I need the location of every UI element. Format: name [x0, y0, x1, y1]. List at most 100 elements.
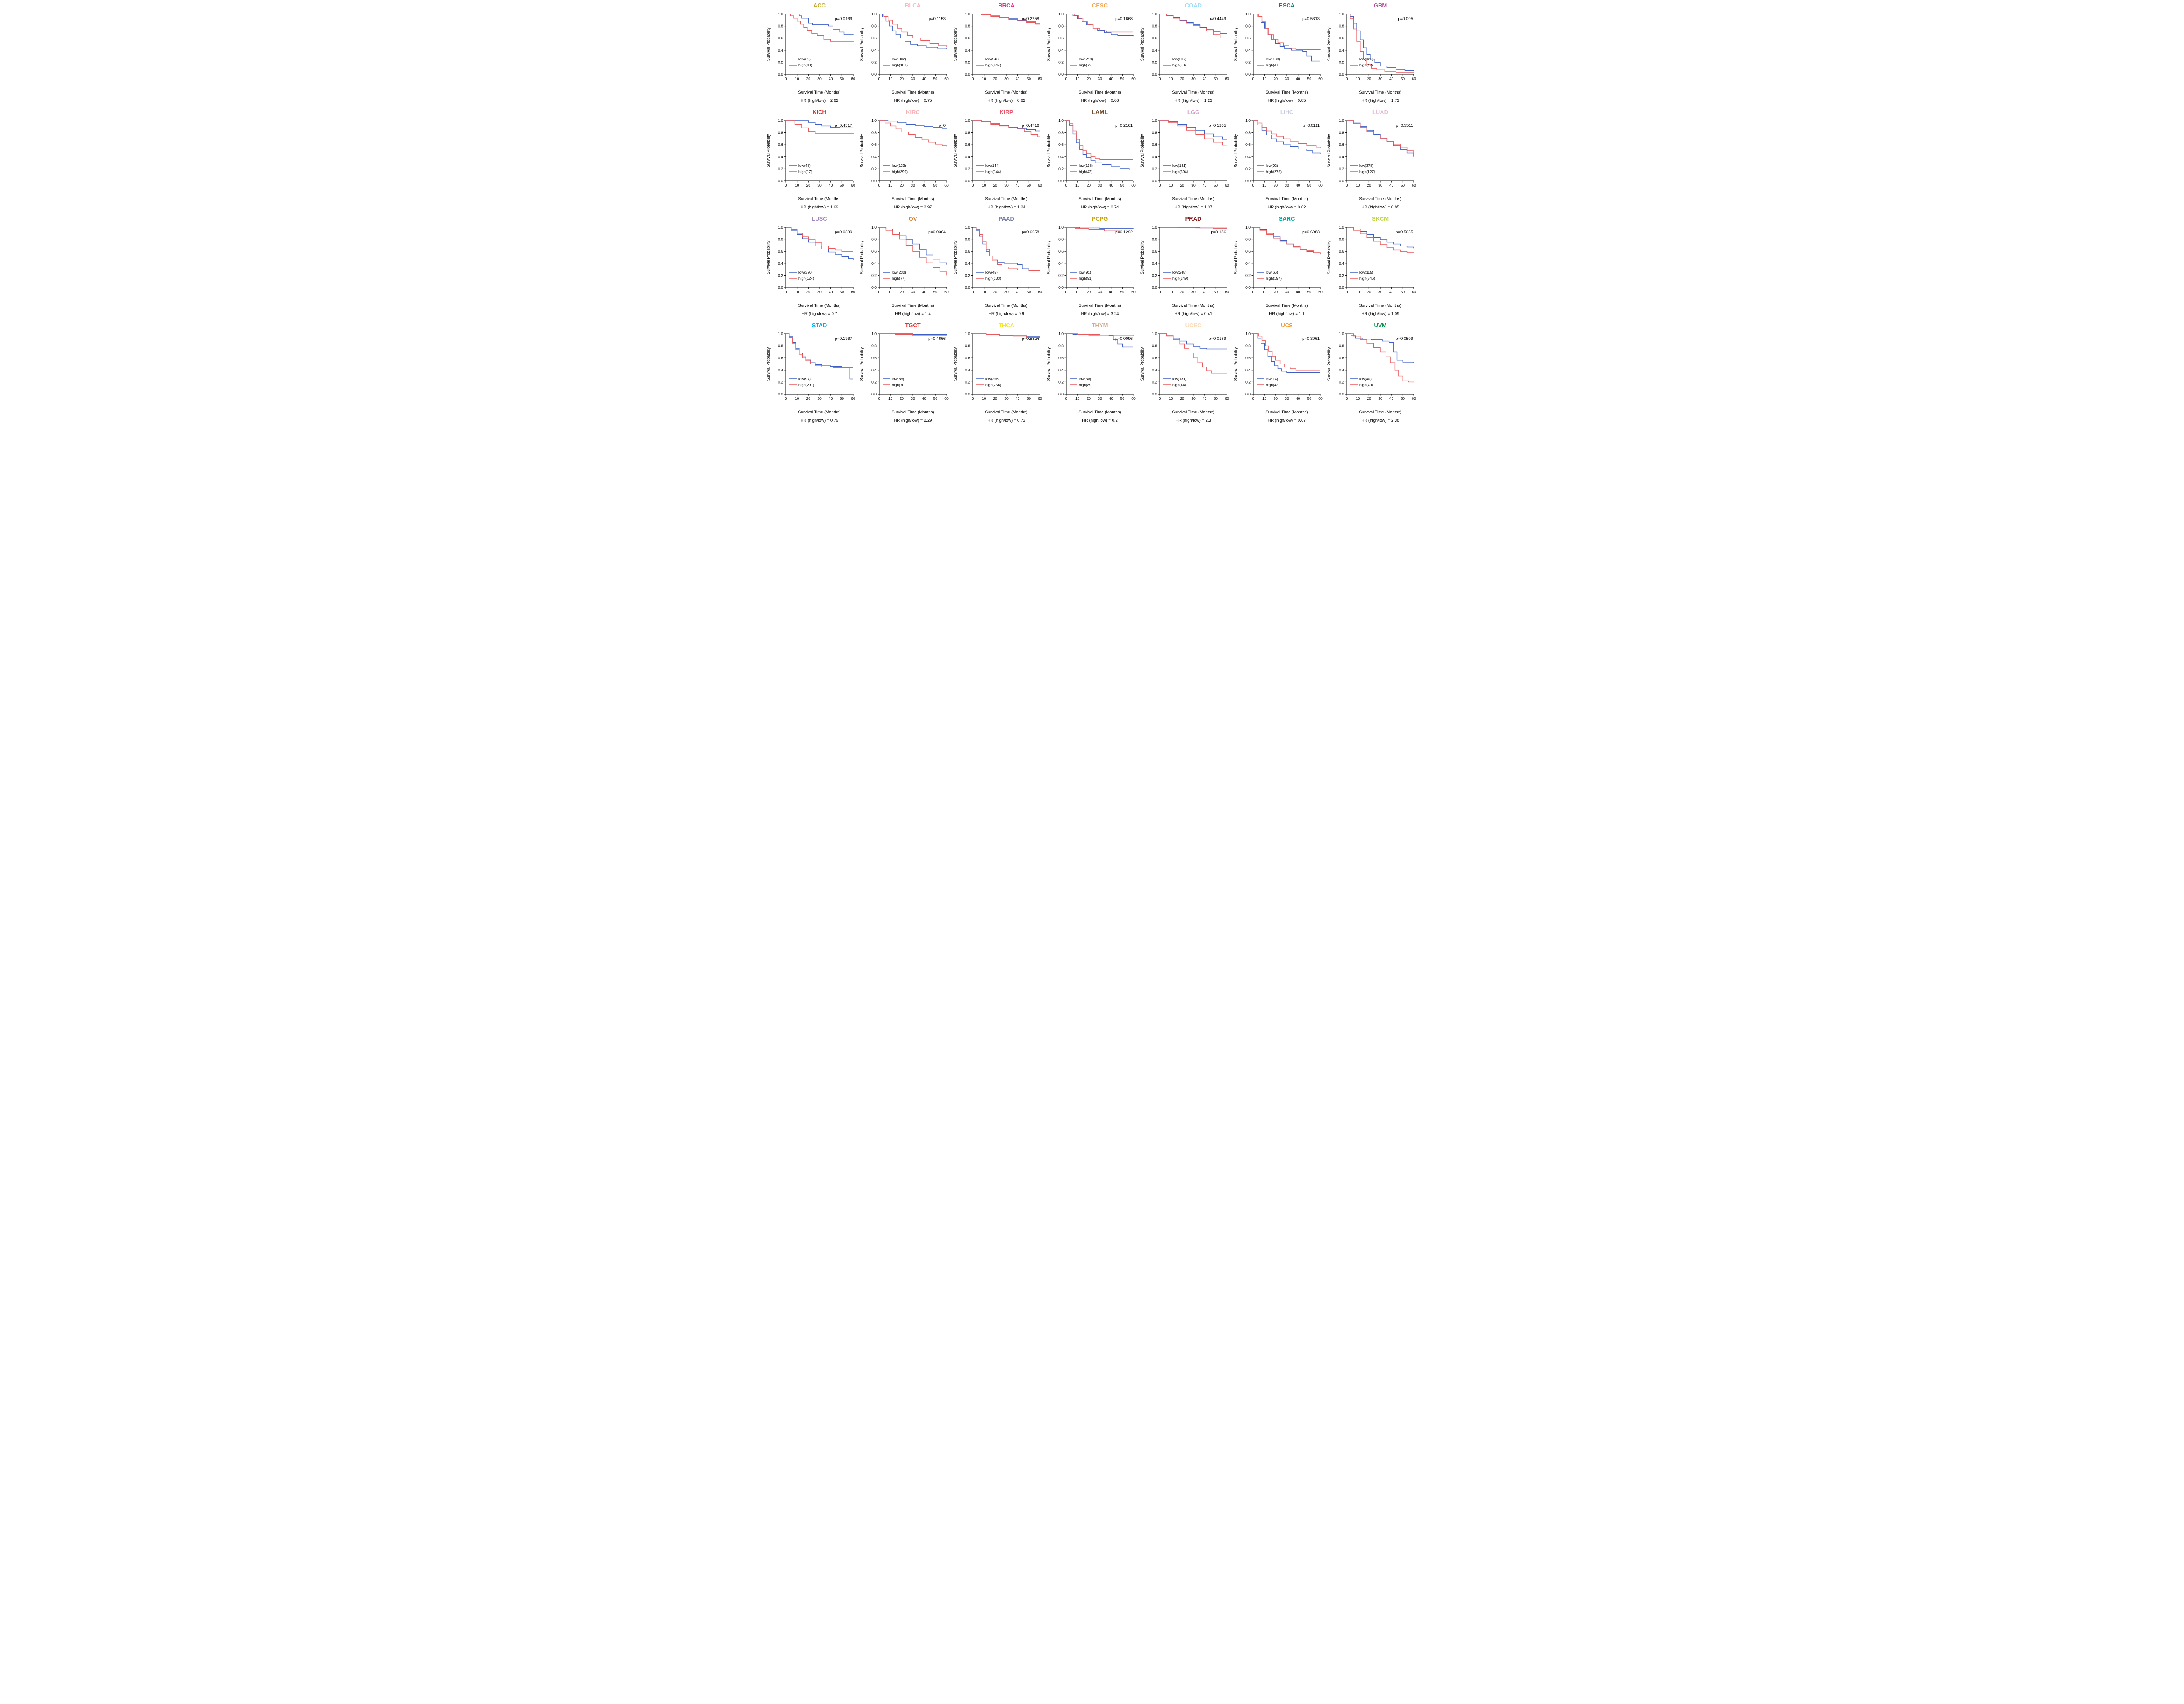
x-tick-label: 60: [1225, 76, 1229, 81]
survival-panel: LUAD Survival Probability 0 10 20 30 40 50 60 0.0…: [1327, 109, 1416, 210]
x-tick-label: 10: [1075, 290, 1080, 294]
x-tick-label: 50: [840, 76, 844, 81]
x-tick-label: 10: [1356, 290, 1360, 294]
x-tick-label: 20: [1367, 183, 1372, 187]
survival-curve-low: [879, 14, 947, 49]
survival-panel: TGCT Survival Probability 0 10 20 30 40 50 60 0.0…: [860, 322, 949, 423]
x-axis-label: Survival Time (Months): [1359, 90, 1401, 95]
y-tick-label: 1.0: [871, 225, 877, 229]
y-tick-label: 0.2: [1058, 273, 1064, 277]
y-tick-label: 0.8: [1058, 24, 1064, 28]
panel-title: OV: [909, 215, 917, 222]
y-axis-label: Survival Probability: [953, 347, 957, 381]
legend-label-high: high(346): [1359, 276, 1375, 281]
x-tick-label: 40: [1109, 76, 1113, 81]
hazard-ratio-label: HR (high/low) = 1.24: [988, 205, 1026, 210]
x-axis-label: Survival Time (Months): [1172, 410, 1214, 415]
y-tick-label: 0.2: [1245, 166, 1251, 171]
x-tick-label: 40: [922, 396, 926, 401]
x-tick-label: 0: [972, 183, 974, 187]
y-tick-label: 0.2: [871, 273, 877, 277]
y-tick-label: 0.6: [778, 356, 783, 360]
x-tick-label: 0: [1346, 76, 1348, 81]
legend-label-high: high(73): [1079, 63, 1092, 67]
p-value-label: p=0.1153: [929, 17, 946, 21]
y-tick-label: 0.0: [871, 285, 877, 290]
y-axis-label: Survival Probability: [953, 240, 957, 274]
survival-curve-high: [1160, 14, 1227, 40]
y-tick-label: 0.4: [1058, 155, 1064, 159]
survival-panel: STAD Survival Probability 0 10 20 30 40 50 60 0.0…: [766, 322, 855, 423]
y-tick-label: 0.2: [871, 60, 877, 64]
hazard-ratio-label: HR (high/low) = 0.75: [894, 98, 932, 103]
x-tick-label: 0: [878, 183, 881, 187]
p-value-label: p=0.4517: [835, 123, 852, 128]
y-tick-label: 0.2: [778, 60, 783, 64]
x-axis-label: Survival Time (Months): [985, 303, 1027, 308]
p-value-label: p=0.0096: [1115, 336, 1133, 341]
y-tick-label: 0.2: [778, 273, 783, 277]
y-tick-label: 0.6: [1058, 249, 1064, 253]
x-tick-label: 50: [1214, 396, 1218, 401]
y-axis-label: Survival Probability: [766, 240, 771, 274]
y-tick-label: 0.2: [1152, 166, 1157, 171]
survival-curve-high: [1347, 227, 1414, 253]
y-tick-label: 0.6: [965, 142, 970, 147]
p-value-label: p=0.4716: [1022, 123, 1039, 128]
x-tick-label: 20: [1087, 76, 1091, 81]
legend-label-high: high(399): [892, 170, 908, 174]
y-tick-label: 1.0: [778, 332, 783, 336]
x-tick-label: 50: [1214, 183, 1218, 187]
x-tick-label: 40: [1389, 183, 1394, 187]
legend-label-high: high(249): [1172, 276, 1188, 281]
survival-curve-low: [786, 14, 854, 35]
y-axis-label: Survival Probability: [1234, 347, 1238, 381]
p-value-label: p=0.186: [1211, 230, 1226, 235]
y-tick-label: 0.4: [1339, 155, 1344, 159]
legend-label-low: low(207): [1172, 57, 1187, 61]
y-tick-label: 0.4: [965, 261, 970, 266]
survival-panel: OV Survival Probability 0 10 20 30 40 50 60 0.0 0.…: [860, 215, 949, 316]
y-tick-label: 0.8: [871, 24, 877, 28]
x-axis-label: Survival Time (Months): [985, 410, 1027, 415]
x-tick-label: 50: [933, 76, 938, 81]
survival-panel: CESC Survival Probability 0 10 20 30 40 50 60 0.0…: [1047, 2, 1136, 103]
y-axis-label: Survival Probability: [1327, 240, 1331, 274]
y-tick-label: 0.0: [1339, 392, 1344, 396]
hazard-ratio-label: HR (high/low) = 0.67: [1268, 418, 1306, 423]
x-tick-label: 60: [944, 76, 949, 81]
x-tick-label: 40: [1203, 290, 1207, 294]
y-tick-label: 1.0: [871, 12, 877, 16]
x-tick-label: 50: [1401, 290, 1405, 294]
legend-label-low: low(45): [985, 270, 998, 274]
legend-label-high: high(40): [1359, 383, 1373, 387]
y-tick-label: 0.6: [1152, 249, 1157, 253]
panel-title: THCA: [999, 322, 1015, 329]
y-tick-label: 0.4: [871, 155, 877, 159]
survival-panel: UVM Survival Probability 0 10 20 30 40 50 60 0.0 0…: [1327, 322, 1416, 423]
y-tick-label: 0.4: [1058, 261, 1064, 266]
y-tick-label: 0.8: [965, 131, 970, 135]
y-tick-label: 0.6: [965, 36, 970, 40]
x-tick-label: 60: [944, 183, 949, 187]
x-tick-label: 20: [1180, 76, 1185, 81]
legend-label-low: low(40): [1359, 377, 1372, 381]
x-tick-label: 0: [1065, 183, 1068, 187]
panel-title: KIRP: [999, 109, 1013, 115]
x-tick-label: 30: [1285, 290, 1289, 294]
y-tick-label: 0.2: [965, 60, 970, 64]
p-value-label: p=0.4666: [928, 336, 946, 341]
x-tick-label: 30: [817, 183, 822, 187]
y-axis-label: Survival Probability: [1140, 240, 1144, 274]
p-value-label: p=0.5655: [1396, 230, 1413, 235]
y-tick-label: 0.6: [1339, 249, 1344, 253]
y-tick-label: 0.0: [778, 179, 783, 183]
legend-label-high: high(124): [798, 276, 814, 281]
legend-label-high: high(394): [1172, 170, 1188, 174]
p-value-label: p=0.1265: [1209, 123, 1226, 128]
survival-panel: ACC Survival Probability 0 10 20 30 40 50 60 0.0 0…: [766, 2, 855, 103]
y-tick-label: 0.6: [871, 36, 877, 40]
survival-panel: PCPG Survival Probability 0 10 20 30 40 50 60 0.0…: [1047, 215, 1136, 316]
y-tick-label: 1.0: [1245, 332, 1251, 336]
x-tick-label: 60: [944, 396, 949, 401]
